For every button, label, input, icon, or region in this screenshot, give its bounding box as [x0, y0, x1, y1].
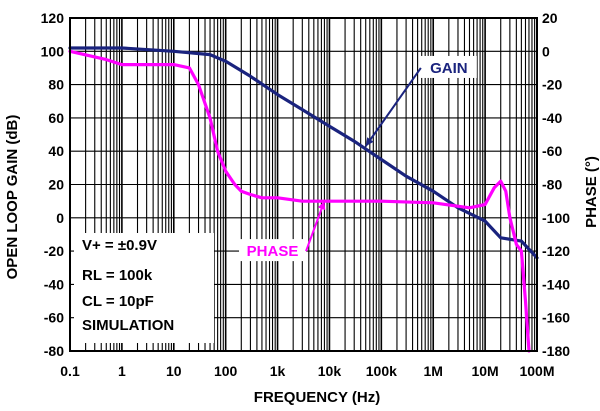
x-tick-label: 10k — [318, 363, 342, 379]
right-tick-label: -140 — [542, 276, 570, 292]
series-labels: GAIN PHASE — [239, 55, 477, 262]
left-tick-label: -20 — [44, 243, 64, 259]
right-tick-label: -40 — [542, 110, 562, 126]
right-axis-title: PHASE (°) — [583, 156, 600, 228]
x-axis-title: FREQUENCY (Hz) — [254, 389, 380, 406]
series-label-background — [239, 239, 307, 262]
x-tick-label: 10M — [471, 363, 498, 379]
right-tick-label: -20 — [542, 77, 562, 93]
x-tick-label: 1 — [118, 363, 126, 379]
left-tick-label: 120 — [41, 10, 65, 26]
x-tick-label: 0.1 — [60, 363, 80, 379]
right-tick-label: -180 — [542, 343, 570, 359]
x-tick-label: 100M — [519, 363, 554, 379]
x-tick-label: 1k — [270, 363, 286, 379]
left-tick-label: -80 — [44, 343, 64, 359]
series-label-gain: GAIN — [430, 60, 468, 77]
x-tick-label: 100k — [366, 363, 397, 379]
series-line-gain — [68, 46, 539, 260]
tick-labels: 0.1 1 10 100 1k 10k 100k 1M 10M 100M 120 100 80 60 40 2… — [41, 10, 571, 379]
x-tick-label: 1M — [423, 363, 442, 379]
left-tick-label: -60 — [44, 310, 64, 326]
x-tick-label: 100 — [214, 363, 238, 379]
series-label-arrowhead — [365, 137, 374, 147]
left-tick-label: 80 — [48, 77, 64, 93]
series-label-phase: PHASE — [247, 243, 299, 260]
x-tick-label: 10 — [166, 363, 182, 379]
left-axis-title: OPEN LOOP GAIN (dB) — [4, 115, 21, 280]
series-label-arrow — [305, 200, 326, 252]
plot-frame — [69, 17, 538, 352]
note-supply: V+ = ±0.9V — [82, 237, 157, 254]
left-tick-label: -40 — [44, 276, 64, 292]
series-line-phase — [68, 49, 531, 353]
right-tick-label: -60 — [542, 143, 562, 159]
note-simulation: SIMULATION — [82, 317, 174, 334]
series-layer — [68, 46, 539, 353]
right-tick-label: -160 — [542, 310, 570, 326]
series-label-arrow — [364, 67, 422, 147]
note-load-capacitance: CL = 10pF — [82, 293, 154, 310]
left-tick-label: 100 — [41, 43, 65, 59]
right-tick-label: 20 — [542, 10, 558, 26]
series-label-background — [420, 55, 477, 78]
right-tick-label: -100 — [542, 210, 570, 226]
right-tick-label: 0 — [542, 43, 550, 59]
left-tick-label: 60 — [48, 110, 64, 126]
left-tick-label: 40 — [48, 143, 64, 159]
right-tick-label: -120 — [542, 243, 570, 259]
left-tick-label: 0 — [56, 210, 64, 226]
right-tick-label: -80 — [542, 177, 562, 193]
left-tick-label: 20 — [48, 177, 64, 193]
note-load-resistance: RL = 100k — [82, 267, 153, 284]
series-label-arrowhead — [317, 201, 326, 211]
conditions-box: V+ = ±0.9V RL = 100k CL = 10pF SIMULATIO… — [74, 233, 214, 343]
